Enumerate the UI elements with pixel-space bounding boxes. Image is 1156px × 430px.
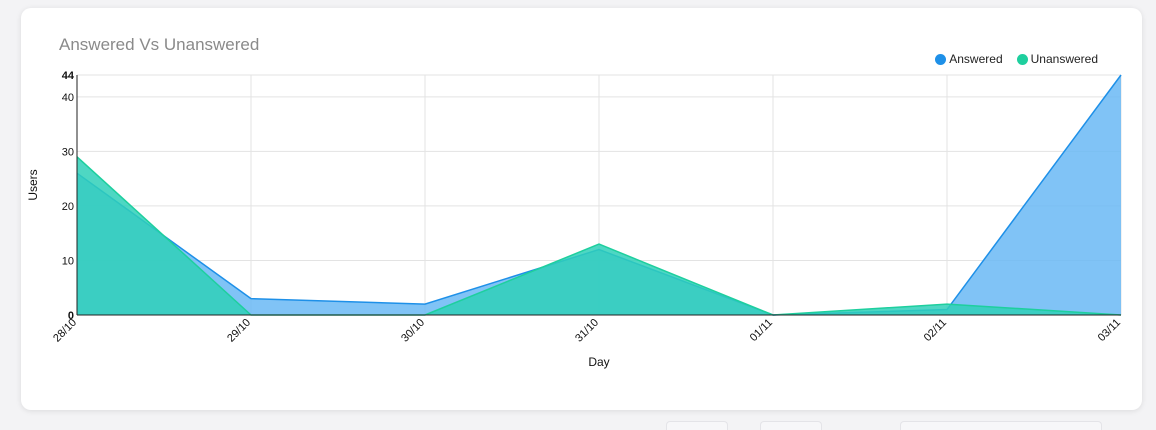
chart-legend: Answered Unanswered [935, 52, 1098, 66]
x-tick-label: 29/10 [225, 317, 253, 345]
legend-item-answered[interactable]: Answered [935, 52, 1003, 66]
x-tick-label: 28/10 [51, 317, 79, 345]
background-tab [760, 421, 822, 430]
background-tab [666, 421, 728, 430]
y-tick-label: 10 [62, 255, 74, 267]
series-area-unanswered [77, 156, 1121, 315]
y-tick-label: 44 [62, 70, 75, 82]
y-axis-title: Users [26, 169, 40, 200]
x-tick-label: 30/10 [399, 317, 427, 345]
legend-dot-unanswered [1016, 53, 1028, 65]
legend-item-unanswered[interactable]: Unanswered [1016, 52, 1098, 66]
y-tick-label: 0 [68, 310, 74, 322]
x-axis-title: Day [588, 355, 609, 369]
y-tick-label: 30 [62, 146, 74, 158]
x-tick-label: 03/11 [1096, 317, 1123, 344]
legend-dot-answered [935, 53, 947, 65]
legend-label-unanswered: Unanswered [1030, 52, 1098, 66]
chart-title: Answered Vs Unanswered [59, 35, 260, 54]
legend-label-answered: Answered [949, 52, 1003, 66]
background-tab [900, 421, 1102, 430]
y-tick-label: 40 [62, 92, 74, 104]
y-tick-label: 20 [62, 201, 74, 213]
x-tick-label: 31/10 [573, 317, 601, 345]
x-tick-label: 01/11 [748, 317, 775, 344]
x-tick-label: 02/11 [922, 317, 949, 344]
